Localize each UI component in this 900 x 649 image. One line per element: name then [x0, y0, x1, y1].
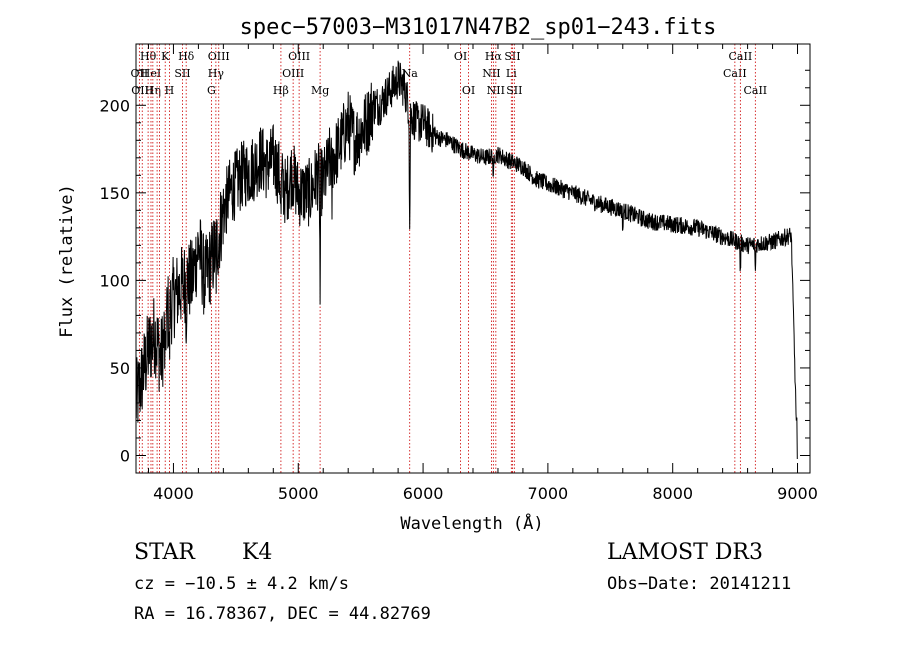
line-label-11: G: [207, 84, 216, 97]
y-tick-label-100: 100: [99, 271, 130, 290]
x-tick-label-7000: 7000: [528, 484, 569, 503]
x-tick-label-4000: 4000: [153, 484, 194, 503]
x-axis-label: Wavelength (Å): [400, 512, 543, 534]
line-label-26: SII: [506, 84, 522, 97]
x-tick-label-8000: 8000: [652, 484, 693, 503]
axes-layer: 4000 5000 6000 7000 8000 9000 0 50 100 150 200: [99, 43, 818, 503]
line-label-13: OIII: [208, 50, 230, 63]
redshift-cz: cz = −10.5 ± 4.2 km/s: [134, 574, 349, 594]
spectral-lines-layer: OIIOIIIHθHeIHηKHSIIHδGHγOIIIHβOIIIOIIIMg…: [131, 44, 767, 473]
y-tick-label-0: 0: [120, 446, 130, 465]
x-tick-label-5000: 5000: [278, 484, 319, 503]
line-label-17: Mg: [311, 84, 329, 97]
ra-dec: RA = 16.78367, DEC = 44.82769: [134, 604, 431, 624]
line-label-4: Hη: [145, 84, 161, 97]
y-axis-label: Flux (relative): [57, 184, 77, 338]
line-label-20: OI: [462, 84, 475, 97]
y-tick-label-50: 50: [110, 359, 130, 378]
line-label-8: H: [165, 84, 175, 97]
line-label-10: Hδ: [178, 50, 195, 63]
y-tick-label-200: 200: [99, 96, 130, 115]
object-subclass: K4: [242, 540, 273, 565]
chart-title: spec−57003−M31017N47B2_sp01−243.fits: [240, 15, 717, 40]
line-label-27: CaII: [723, 67, 747, 80]
plot-frame: [135, 43, 811, 474]
line-label-29: CaII: [743, 84, 767, 97]
line-label-0: OII: [131, 67, 149, 80]
line-label-25: SII: [504, 50, 520, 63]
line-label-24: Li: [506, 67, 517, 80]
line-label-7: K: [161, 50, 170, 63]
line-label-28: CaII: [729, 50, 753, 63]
x-tick-label-6000: 6000: [403, 484, 444, 503]
line-label-22: Hα: [485, 50, 503, 63]
object-class: STAR: [134, 540, 195, 565]
line-label-23: NII: [487, 84, 505, 97]
line-label-15: OIII: [282, 67, 304, 80]
spectrum-layer: [135, 60, 798, 460]
line-label-19: OI: [454, 50, 467, 63]
line-label-14: Hβ: [273, 84, 289, 97]
y-tick-label-150: 150: [99, 184, 130, 203]
line-label-2: Hθ: [140, 50, 157, 63]
line-label-9: SII: [174, 67, 190, 80]
line-label-12: Hγ: [208, 67, 225, 80]
observation-date: Obs−Date: 20141211: [607, 574, 792, 594]
spectrum-trace: [135, 60, 798, 460]
line-label-16: OIII: [288, 50, 310, 63]
survey-name: LAMOST DR3: [607, 540, 763, 565]
line-label-18: Na: [402, 67, 419, 80]
x-tick-label-9000: 9000: [777, 484, 818, 503]
line-label-21: NII: [482, 67, 500, 80]
line-label-3: HeI: [141, 67, 161, 80]
